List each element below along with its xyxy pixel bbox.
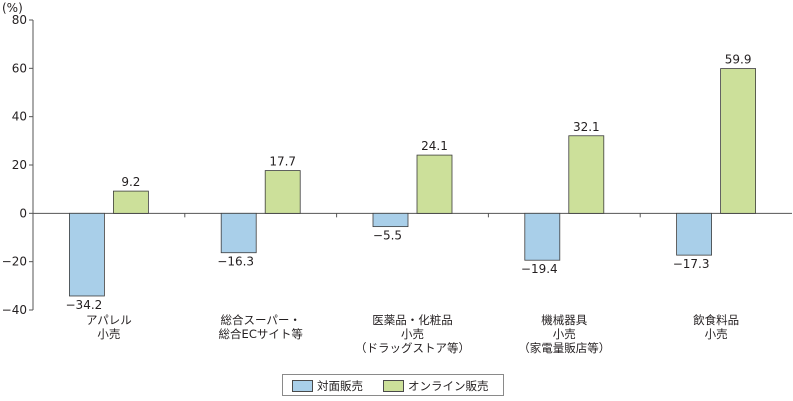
- y-tick-label: 0: [19, 206, 27, 220]
- bar-series-2: [416, 154, 453, 214]
- bar-series-1: [69, 212, 105, 297]
- data-label: 59.9: [725, 53, 752, 67]
- x-category-label: アパレル: [86, 313, 132, 327]
- x-category-label: 総合ECサイト等: [219, 327, 303, 341]
- legend-label-series-2: オンライン販売: [408, 378, 489, 393]
- legend-swatch-series-2: [383, 379, 404, 392]
- data-label: −17.3: [673, 257, 710, 271]
- x-category-label: 医薬品・化粧品: [372, 313, 453, 327]
- x-category-label: （家電量販店等）: [518, 341, 610, 355]
- bar-series-1: [372, 212, 409, 228]
- legend-item-series-2: オンライン販売: [383, 378, 489, 393]
- x-category-label: 小売: [401, 327, 424, 341]
- bar-series-1: [220, 212, 257, 254]
- y-tick-label: 60: [12, 61, 27, 75]
- y-tick-label: 40: [12, 110, 27, 124]
- y-unit-label: (%): [2, 1, 23, 15]
- bar-series-2: [720, 68, 756, 214]
- y-tick-label: 80: [12, 13, 27, 27]
- data-label: −5.5: [373, 229, 402, 243]
- legend: 対面販売 オンライン販売: [282, 374, 504, 396]
- bar-series-2: [568, 135, 605, 214]
- bar-series-2: [264, 170, 301, 214]
- x-category-label: 飲食料品: [693, 313, 739, 327]
- bar-series-1: [524, 212, 561, 261]
- data-label: 9.2: [121, 175, 140, 189]
- bar-series-2: [113, 190, 149, 214]
- x-category-label: 小売: [553, 327, 576, 341]
- x-category-label: 総合スーパー・: [221, 313, 301, 327]
- data-label: 24.1: [421, 139, 448, 153]
- legend-item-series-1: 対面販売: [292, 378, 363, 393]
- x-category-label: 小売: [97, 327, 120, 341]
- legend-swatch-series-1: [292, 379, 313, 392]
- data-label: 32.1: [573, 120, 600, 134]
- data-label: −16.3: [217, 255, 254, 269]
- bar-series-1: [676, 212, 712, 256]
- x-category-label: （ドラッグストア等）: [355, 341, 470, 355]
- data-label: −34.2: [66, 298, 103, 312]
- data-label: −19.4: [521, 262, 558, 276]
- y-tick-label: −40: [2, 303, 27, 317]
- y-tick-label: 20: [12, 158, 27, 172]
- y-tick-label: −20: [2, 255, 27, 269]
- x-category-label: 機械器具: [541, 313, 587, 327]
- data-label: 17.7: [269, 155, 296, 169]
- legend-label-series-1: 対面販売: [317, 378, 363, 393]
- x-category-label: 小売: [705, 327, 728, 341]
